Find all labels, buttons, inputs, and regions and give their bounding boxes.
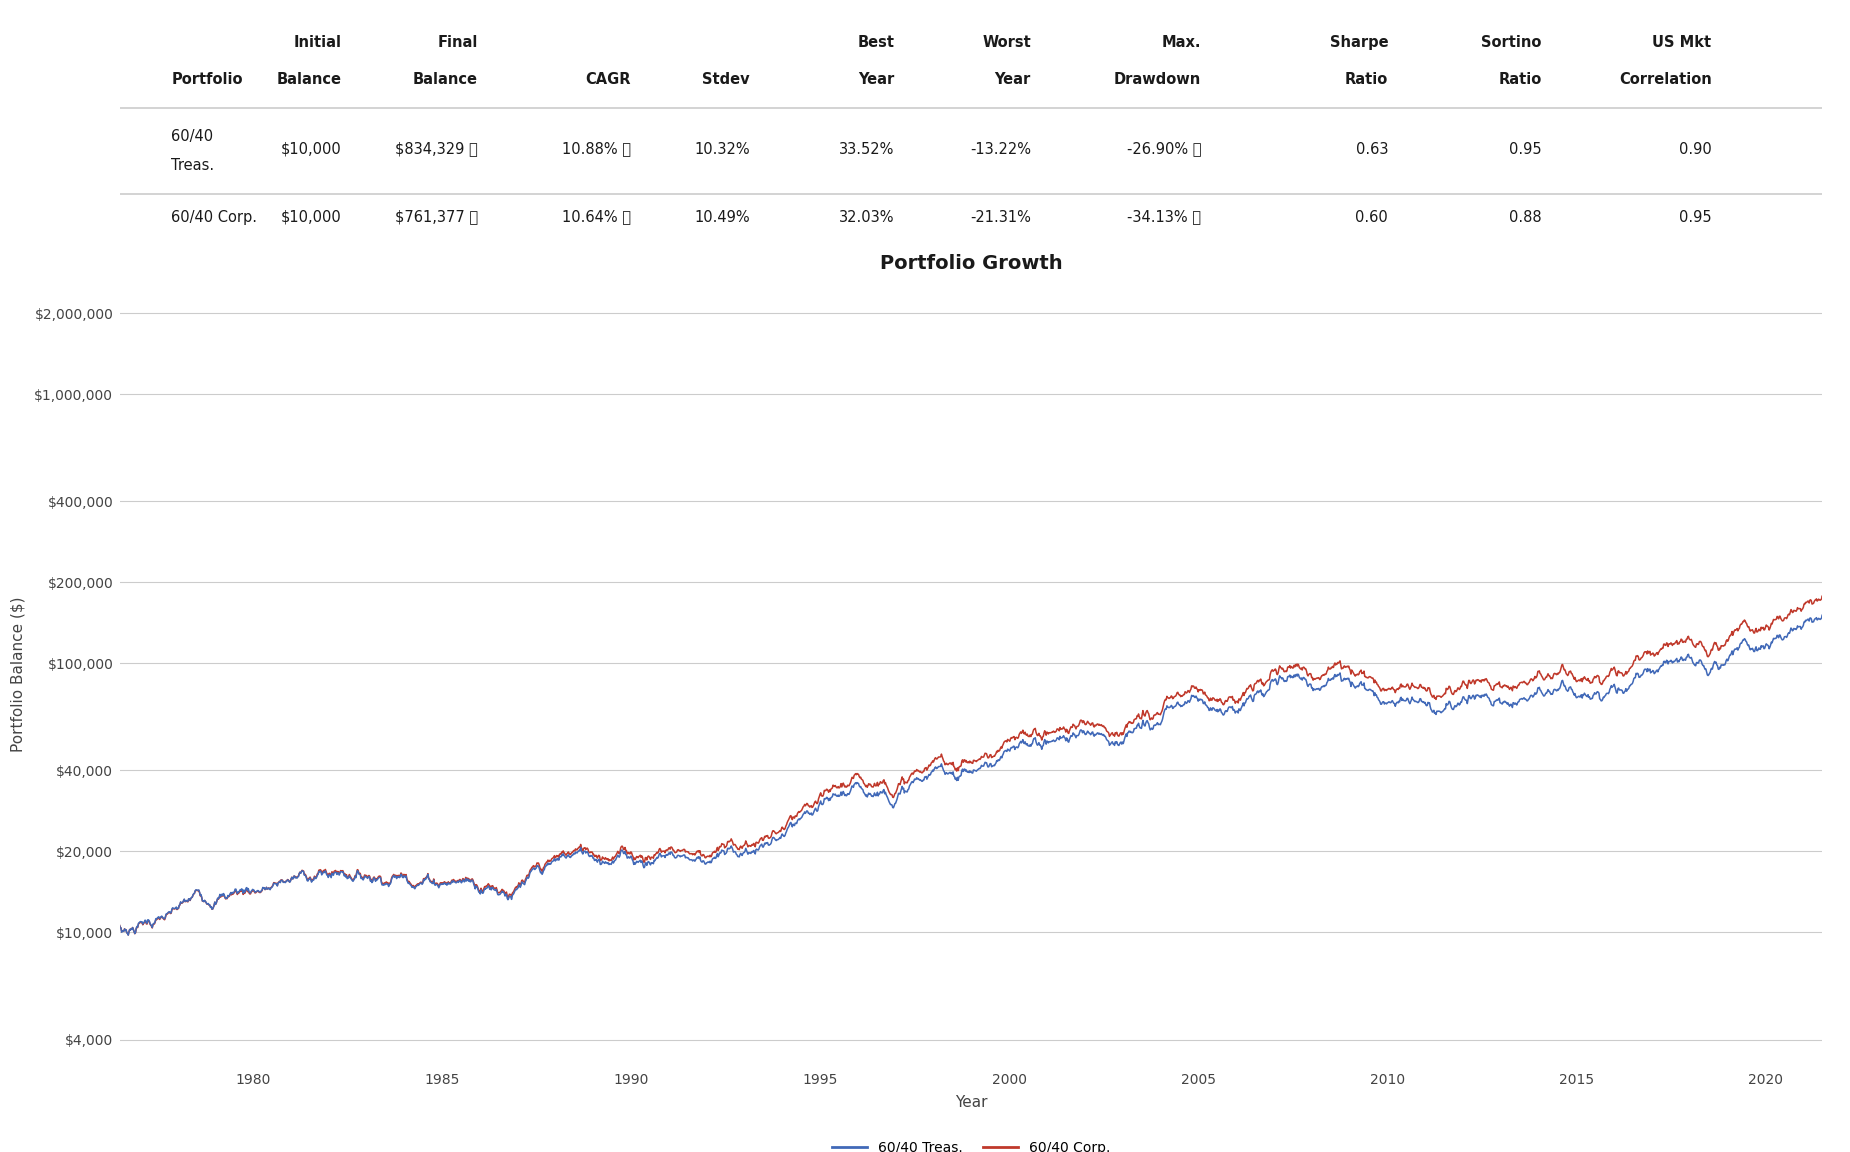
Text: -34.13% ⓘ: -34.13% ⓘ (1127, 210, 1201, 225)
60/40 Treas. (866, 786, 888, 799)
60/40 Treas. (1093, 729, 1116, 743)
Text: 0.95: 0.95 (1510, 142, 1541, 157)
Text: Stdev: Stdev (703, 71, 749, 86)
Text: 10.32%: 10.32% (694, 142, 749, 157)
Text: Balance: Balance (276, 71, 342, 86)
Y-axis label: Portfolio Balance ($): Portfolio Balance ($) (11, 597, 26, 752)
Text: Drawdown: Drawdown (1114, 71, 1201, 86)
Text: Final: Final (437, 35, 477, 50)
Text: Ratio: Ratio (1498, 71, 1541, 86)
Text: 33.52%: 33.52% (840, 142, 895, 157)
60/40 Corp. (1830, 577, 1850, 591)
60/40 Corp. (91, 925, 113, 939)
Text: 0.60: 0.60 (1356, 210, 1388, 225)
Text: Year: Year (995, 71, 1030, 86)
Line: 60/40 Corp.: 60/40 Corp. (102, 584, 1841, 935)
60/40 Corp. (1093, 721, 1116, 735)
Legend: 60/40 Treas., 60/40 Corp.: 60/40 Treas., 60/40 Corp. (827, 1136, 1116, 1152)
Text: Initial: Initial (294, 35, 342, 50)
60/40 Treas. (117, 929, 139, 942)
Text: 0.63: 0.63 (1356, 142, 1388, 157)
Text: 60/40: 60/40 (172, 129, 213, 144)
Text: -26.90% ⓘ: -26.90% ⓘ (1127, 142, 1201, 157)
Text: 10.88% ⓘ: 10.88% ⓘ (562, 142, 631, 157)
Text: Ratio: Ratio (1345, 71, 1388, 86)
X-axis label: Year: Year (955, 1094, 988, 1109)
Text: Year: Year (858, 71, 895, 86)
60/40 Corp. (117, 929, 139, 942)
Text: Sortino: Sortino (1482, 35, 1541, 50)
60/40 Treas. (211, 888, 233, 902)
Text: 0.88: 0.88 (1510, 210, 1541, 225)
Text: 10.49%: 10.49% (694, 210, 749, 225)
Text: 10.64% ⓘ: 10.64% ⓘ (562, 210, 631, 225)
Text: Best: Best (858, 35, 895, 50)
Text: Max.: Max. (1162, 35, 1201, 50)
60/40 Treas. (1830, 597, 1850, 611)
Text: -21.31%: -21.31% (969, 210, 1030, 225)
60/40 Corp. (211, 889, 233, 903)
60/40 Corp. (655, 843, 677, 857)
Text: $10,000: $10,000 (281, 142, 342, 157)
Text: Sharpe: Sharpe (1330, 35, 1388, 50)
Text: Portfolio: Portfolio (172, 71, 242, 86)
60/40 Treas. (178, 892, 200, 905)
60/40 Treas. (655, 848, 677, 862)
60/40 Corp. (866, 775, 888, 789)
Text: 32.03%: 32.03% (840, 210, 895, 225)
Text: $834,329 ⓘ: $834,329 ⓘ (394, 142, 477, 157)
Text: Correlation: Correlation (1619, 71, 1711, 86)
Text: 0.95: 0.95 (1680, 210, 1711, 225)
60/40 Corp. (1297, 668, 1319, 682)
60/40 Treas. (91, 925, 113, 939)
Text: 0.90: 0.90 (1678, 142, 1711, 157)
Line: 60/40 Treas.: 60/40 Treas. (102, 604, 1841, 935)
Text: CAGR: CAGR (585, 71, 631, 86)
Text: -13.22%: -13.22% (969, 142, 1030, 157)
Text: 60/40 Corp.: 60/40 Corp. (172, 210, 257, 225)
Text: $761,377 ⓘ: $761,377 ⓘ (394, 210, 477, 225)
Text: Treas.: Treas. (172, 158, 215, 173)
60/40 Corp. (178, 892, 200, 905)
Text: Balance: Balance (413, 71, 477, 86)
Text: Worst: Worst (982, 35, 1030, 50)
Text: $10,000: $10,000 (281, 210, 342, 225)
60/40 Treas. (1297, 679, 1319, 692)
Text: US Mkt: US Mkt (1652, 35, 1711, 50)
Title: Portfolio Growth: Portfolio Growth (881, 253, 1062, 273)
